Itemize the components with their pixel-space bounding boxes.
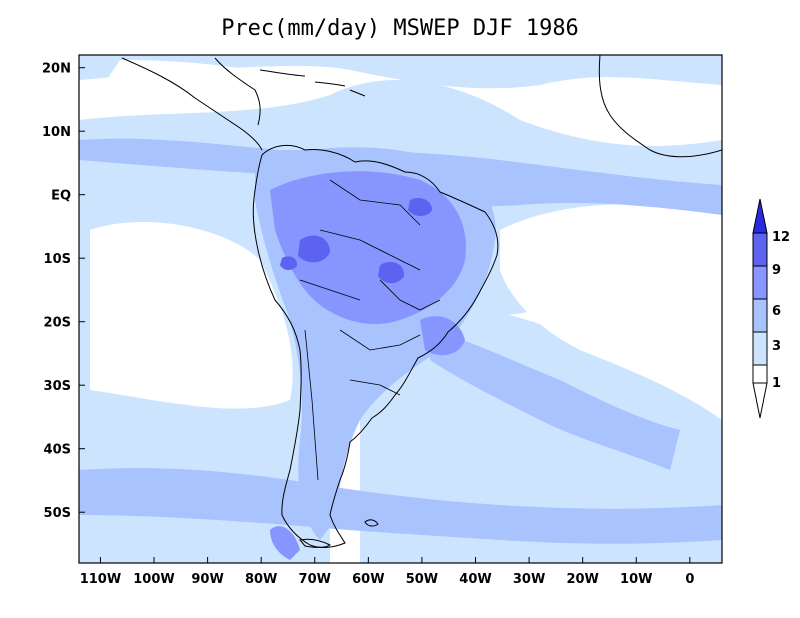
- colorbar-label-12: 12: [772, 230, 790, 245]
- lon-tick-label: 40W: [459, 572, 491, 587]
- lon-tick-label: 50W: [406, 572, 438, 587]
- central-america-outline: [121, 57, 263, 151]
- colorbar-segment-6-9: [752, 265, 768, 300]
- lon-tick-label: 10W: [620, 572, 652, 587]
- coastlines: [121, 55, 722, 548]
- lat-tick-label: 40S: [44, 443, 71, 458]
- precip-band-9-12: [280, 256, 298, 271]
- colorbar-segment-1-3: [752, 331, 768, 366]
- lat-tick-label: 20S: [44, 316, 71, 331]
- colorbar-segment-below-1: [752, 364, 768, 384]
- precip-band-3-6: [430, 330, 680, 470]
- precip-band-1-3: [79, 55, 722, 89]
- colorbar-segment-3-6: [752, 298, 768, 333]
- lon-tick-label: 80W: [245, 572, 277, 587]
- precip-band-9-12: [408, 198, 432, 216]
- plot-frame: [78, 54, 723, 564]
- precip-band-9-12: [298, 235, 330, 263]
- south-america-outline: [252, 144, 499, 548]
- precip-dry-zone: [500, 204, 722, 420]
- map-title: Prec(mm/day) MSWEP DJF 1986: [221, 16, 579, 41]
- lon-tick-label: 60W: [352, 572, 384, 587]
- colorbar-label-6: 6: [772, 304, 781, 319]
- lon-tick-label: 110W: [80, 572, 121, 587]
- falklands-islands: [364, 519, 379, 527]
- colorbar-label-1: 1: [772, 376, 781, 391]
- precip-band-3-6: [79, 468, 722, 544]
- precip-dry-zone: [90, 221, 293, 409]
- colorbar-max-triangle: [752, 198, 768, 234]
- lon-tick-label: 90W: [191, 572, 223, 587]
- lon-tick-label: 0: [685, 572, 694, 587]
- lon-tick-label: 100W: [133, 572, 174, 587]
- lat-tick-label: EQ: [51, 189, 71, 204]
- lat-tick-label: 30S: [44, 379, 71, 394]
- lon-tick-label: 20W: [566, 572, 598, 587]
- colorbar-label-3: 3: [772, 339, 781, 354]
- central-america-outline: [214, 57, 261, 126]
- africa-outline: [598, 55, 722, 158]
- lon-tick-label: 70W: [299, 572, 331, 587]
- colorbar: 12 9 6 3 1: [752, 198, 790, 419]
- country-borders: [299, 179, 441, 481]
- precip-band-9-12: [378, 262, 405, 284]
- colorbar-min-triangle: [752, 382, 768, 419]
- lat-tick-label: 50S: [44, 506, 71, 521]
- tierra-del-fuego: [299, 538, 332, 548]
- precip-field: [79, 55, 722, 563]
- precip-band-6-9: [420, 316, 465, 356]
- latitude-axis: 20N 10N EQ 10S 20S 30S 40S 50S: [42, 62, 85, 521]
- longitude-axis: 110W 100W 90W 80W 70W 60W 50W 40W 30W 20W 10W 0: [80, 557, 694, 587]
- lon-tick-label: 30W: [513, 572, 545, 587]
- colorbar-label-9: 9: [772, 263, 781, 278]
- precip-dry-zone: [100, 60, 300, 110]
- lat-tick-label: 20N: [42, 62, 71, 77]
- caribbean-islands: [259, 69, 366, 97]
- precip-band-6-9: [270, 526, 300, 560]
- lat-tick-label: 10N: [42, 125, 71, 140]
- lat-tick-label: 10S: [44, 252, 71, 267]
- colorbar-segment-9-12: [752, 232, 768, 267]
